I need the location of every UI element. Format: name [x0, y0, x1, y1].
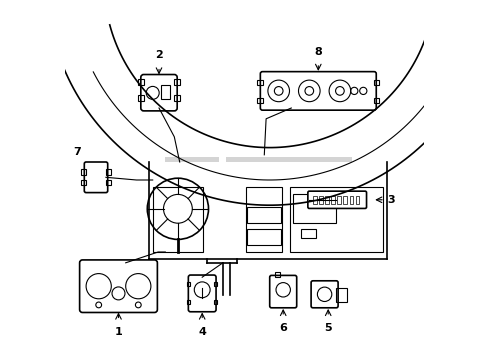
- Bar: [106, 180, 111, 185]
- Bar: [247, 207, 281, 223]
- Bar: [81, 180, 86, 185]
- Bar: [165, 157, 219, 162]
- Bar: [213, 300, 217, 304]
- Bar: [349, 196, 352, 204]
- Bar: [275, 272, 280, 277]
- Text: 2: 2: [155, 50, 163, 60]
- Bar: [152, 187, 203, 252]
- Text: 5: 5: [324, 323, 331, 333]
- Bar: [312, 196, 316, 204]
- FancyBboxPatch shape: [141, 75, 177, 111]
- FancyBboxPatch shape: [269, 275, 296, 308]
- Bar: [138, 79, 143, 85]
- Text: 8: 8: [314, 46, 322, 57]
- Text: 4: 4: [198, 327, 206, 337]
- Bar: [138, 95, 143, 101]
- Bar: [289, 187, 382, 252]
- Bar: [257, 98, 262, 103]
- Bar: [373, 80, 379, 85]
- Bar: [226, 157, 352, 162]
- Bar: [213, 282, 217, 286]
- Bar: [106, 169, 111, 175]
- Bar: [355, 196, 359, 204]
- Bar: [257, 80, 262, 85]
- Bar: [336, 288, 346, 302]
- FancyBboxPatch shape: [80, 260, 157, 312]
- Text: 1: 1: [114, 327, 122, 337]
- Text: 7: 7: [73, 147, 81, 157]
- Bar: [246, 187, 282, 252]
- Bar: [330, 196, 334, 204]
- FancyBboxPatch shape: [260, 72, 375, 110]
- FancyBboxPatch shape: [310, 281, 337, 308]
- Bar: [186, 282, 190, 286]
- FancyBboxPatch shape: [307, 191, 366, 208]
- Text: 3: 3: [386, 195, 394, 205]
- Bar: [247, 229, 281, 245]
- Bar: [343, 196, 346, 204]
- Bar: [174, 79, 179, 85]
- Bar: [301, 229, 315, 238]
- FancyBboxPatch shape: [84, 162, 107, 193]
- Bar: [161, 85, 170, 99]
- Bar: [337, 196, 340, 204]
- Bar: [318, 196, 322, 204]
- Bar: [174, 95, 179, 101]
- Bar: [325, 196, 328, 204]
- Text: 6: 6: [279, 323, 286, 333]
- Bar: [373, 98, 379, 103]
- FancyBboxPatch shape: [188, 275, 216, 312]
- Bar: [81, 169, 86, 175]
- Bar: [292, 194, 336, 223]
- Bar: [186, 300, 190, 304]
